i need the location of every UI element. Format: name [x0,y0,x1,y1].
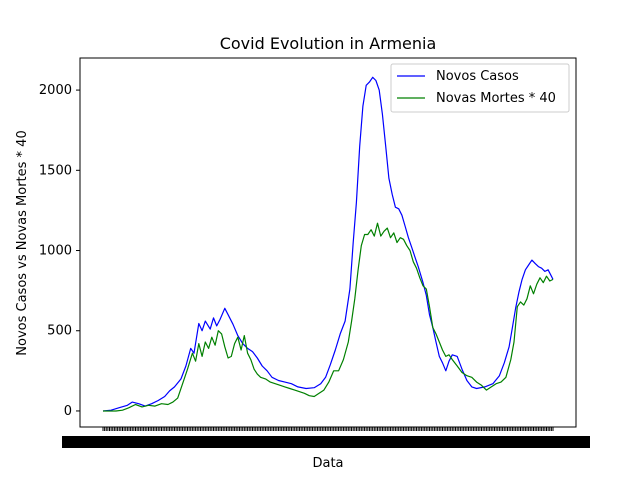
x-axis-label: Data [312,456,343,471]
legend-box [390,63,570,113]
y-tick-label: 1500 [39,163,72,178]
y-tick-label: 500 [47,324,72,339]
x-tick-layer [62,427,590,448]
legend-label-novas-mortes: Novas Mortes * 40 [436,91,556,106]
series-line-novas-mortes [103,222,554,412]
y-tick-label: 0 [64,404,72,419]
y-axis-label: Novos Casos vs Novas Mortes * 40 [15,130,30,355]
chart-title: Covid Evolution in Armenia [220,34,437,53]
x-tick-labels-overlap [62,436,590,448]
legend: Novos Casos Novas Mortes * 40 [390,63,570,113]
y-tick-label: 2000 [39,83,72,98]
y-tick-label: 1000 [39,244,72,259]
plot-frame [79,57,577,428]
series-line-novos-casos [102,76,554,412]
legend-label-novos-casos: Novos Casos [436,69,519,84]
y-tick-layer: 0 500 1000 1500 2000 [39,83,80,419]
series-layer [102,76,554,412]
